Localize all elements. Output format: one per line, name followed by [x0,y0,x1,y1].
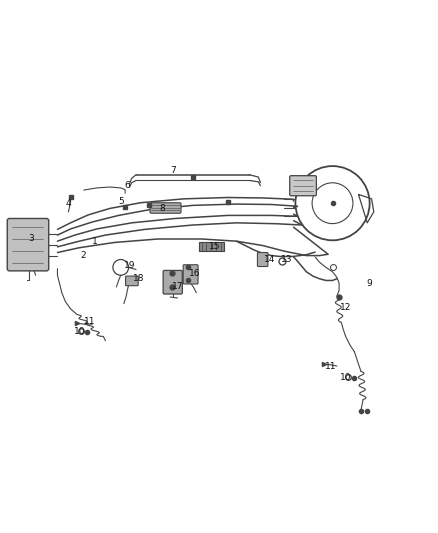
Text: 11: 11 [85,317,96,326]
Text: 15: 15 [209,243,220,252]
FancyBboxPatch shape [163,270,182,294]
FancyBboxPatch shape [150,203,181,213]
Text: 10: 10 [340,373,351,382]
Text: 1: 1 [92,237,97,246]
Text: 13: 13 [281,255,293,264]
Text: 11: 11 [325,362,336,372]
Text: 14: 14 [264,255,275,264]
Text: 18: 18 [132,274,144,283]
FancyBboxPatch shape [199,243,224,251]
Text: 7: 7 [170,166,176,175]
Text: 9: 9 [367,279,372,288]
Text: 2: 2 [81,251,86,260]
Text: 4: 4 [66,199,71,208]
FancyBboxPatch shape [7,219,49,271]
FancyBboxPatch shape [183,265,198,284]
Text: 3: 3 [28,233,34,243]
Text: 10: 10 [74,327,85,336]
Text: 6: 6 [124,181,130,190]
Text: 16: 16 [189,269,201,278]
Text: 12: 12 [340,303,351,312]
Text: 17: 17 [172,281,183,290]
FancyBboxPatch shape [258,253,268,266]
FancyBboxPatch shape [126,276,138,286]
Text: 5: 5 [118,197,124,206]
Text: 19: 19 [124,261,135,270]
FancyBboxPatch shape [290,176,316,196]
Text: 8: 8 [159,204,165,213]
